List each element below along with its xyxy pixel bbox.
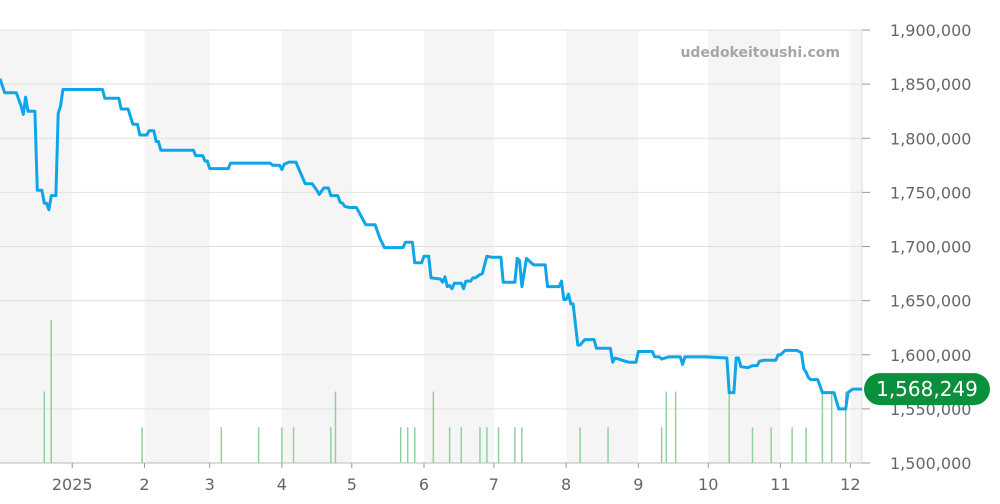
y-tick-label: 1,600,000	[890, 346, 971, 365]
y-tick-label: 1,800,000	[890, 129, 971, 148]
y-tick-label: 1,750,000	[890, 183, 971, 202]
y-tick-label: 1,850,000	[890, 75, 971, 94]
y-tick-label: 1,650,000	[890, 292, 971, 311]
current-value-badge: 1,568,249	[864, 373, 990, 406]
x-tick-label: 4	[277, 475, 287, 494]
y-tick-label: 1,500,000	[890, 454, 971, 473]
watermark: udedokeitoushi.com	[680, 45, 840, 61]
x-tick-label: 5	[347, 475, 357, 494]
x-tick-label: 6	[419, 475, 429, 494]
x-tick-label: 10	[698, 475, 718, 494]
grid-lines	[0, 29, 863, 464]
x-tick-label: 2025	[52, 475, 93, 494]
volume-bars	[43, 320, 847, 463]
y-axis: 1,500,0001,550,0001,600,0001,650,0001,70…	[862, 21, 971, 473]
x-tick-label: 11	[770, 475, 790, 494]
y-tick-label: 1,900,000	[890, 21, 971, 40]
current-value-label: 1,568,249	[876, 377, 978, 401]
x-tick-label: 12	[840, 475, 860, 494]
price-line	[0, 78, 862, 411]
x-tick-label: 8	[561, 475, 571, 494]
x-tick-label: 7	[489, 475, 499, 494]
x-axis: 2025 2 3 4 5 6 7 8 9 10 11 12	[52, 463, 861, 494]
x-tick-label: 3	[205, 475, 215, 494]
y-tick-label: 1,700,000	[890, 238, 971, 257]
x-tick-label: 9	[633, 475, 643, 494]
x-tick-label: 2	[139, 475, 149, 494]
